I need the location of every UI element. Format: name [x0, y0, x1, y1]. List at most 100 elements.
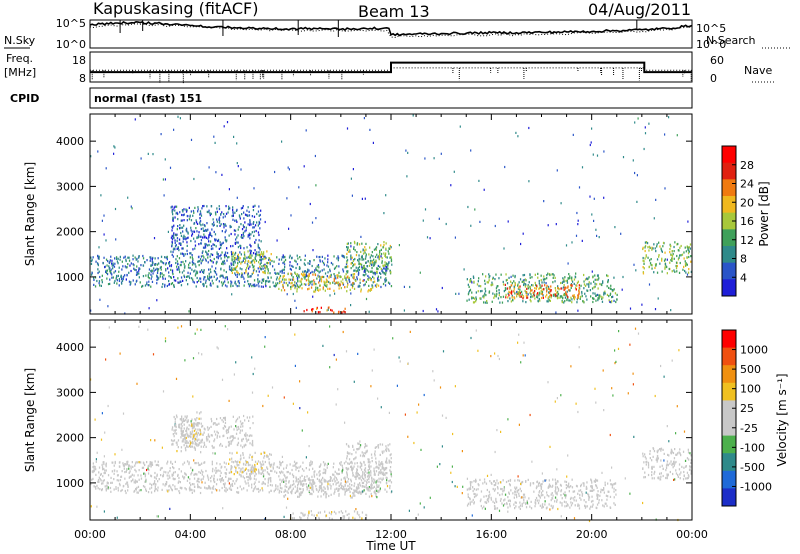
power-cell — [335, 277, 337, 280]
power-cell — [240, 262, 242, 265]
velocity-cell — [208, 486, 210, 489]
power-cell — [326, 280, 329, 283]
power-cell — [322, 288, 324, 291]
velocity-cell — [351, 468, 353, 471]
velocity-cell — [154, 488, 156, 491]
velocity-cell — [367, 461, 369, 464]
power-cell — [598, 277, 600, 280]
power-cell — [164, 256, 166, 259]
power-cell — [302, 274, 304, 277]
velocity-cell — [102, 468, 104, 471]
power-cell — [375, 246, 378, 249]
velocity-cell — [249, 469, 251, 472]
power-cell — [205, 281, 207, 284]
velocity-cell — [344, 490, 346, 493]
velocity-cell — [207, 478, 210, 481]
velocity-cell — [207, 438, 209, 441]
velocity-cell — [301, 483, 303, 486]
power-cell — [183, 274, 185, 277]
power-cell — [258, 285, 260, 288]
velocity-cell — [356, 511, 359, 514]
power-cell — [554, 287, 556, 290]
power-speck — [276, 239, 278, 242]
power-cell — [258, 251, 260, 254]
power-cell — [529, 298, 531, 302]
velocity-cell — [257, 487, 259, 490]
power-speck — [598, 236, 600, 239]
power-cell — [226, 247, 228, 250]
power-cell — [175, 244, 177, 247]
velocity-cell — [330, 513, 332, 516]
velocity-cell — [385, 459, 387, 462]
power-cell — [316, 277, 318, 280]
velocity-cell — [180, 486, 183, 490]
velocity-cell — [174, 418, 176, 421]
power-cell — [194, 274, 197, 277]
velocity-cell — [338, 468, 340, 471]
velocity-cell — [351, 466, 353, 470]
power-speck — [653, 217, 655, 220]
velocity-cell — [309, 482, 311, 485]
velocity-cell — [299, 476, 301, 479]
power-cell — [283, 289, 286, 292]
power-cell — [118, 270, 120, 273]
power-cell — [200, 214, 203, 217]
power-cell — [541, 292, 543, 296]
power-cell — [363, 258, 365, 261]
power-cell — [181, 213, 183, 217]
velocity-cell — [379, 443, 381, 446]
power-cell — [156, 271, 159, 274]
power-cell — [377, 243, 379, 246]
power-cell — [254, 284, 256, 288]
velocity-cell — [348, 516, 350, 519]
power-cell — [240, 275, 242, 279]
velocity-cell — [278, 491, 280, 494]
power-cell — [259, 227, 261, 230]
velocity-cell — [348, 462, 350, 465]
velocity-cell — [224, 418, 226, 421]
power-cell — [243, 235, 245, 238]
power-speck — [108, 261, 110, 264]
power-cell — [212, 224, 215, 227]
power-cell — [109, 270, 111, 273]
velocity-cell — [170, 460, 172, 463]
power-cell — [197, 206, 199, 209]
power-cell — [309, 262, 311, 265]
velocity-cell — [193, 437, 195, 440]
power-cell — [365, 261, 367, 264]
velocity-cell — [157, 480, 159, 483]
power-cell — [679, 261, 681, 265]
velocity-cell — [285, 482, 287, 485]
power-cell — [539, 299, 541, 302]
velocity-cell — [242, 452, 244, 455]
power-speck — [115, 238, 117, 241]
velocity-cell — [341, 471, 343, 474]
velocity-cell — [196, 442, 198, 445]
velocity-cell — [385, 476, 387, 479]
velocity-cell — [343, 517, 345, 520]
velocity-cell — [497, 492, 499, 495]
power-cell — [372, 281, 374, 284]
velocity-cell — [211, 491, 213, 494]
velocity-cell — [388, 480, 390, 483]
power-cell — [320, 280, 323, 283]
power-cell — [519, 278, 522, 281]
power-cell — [390, 258, 393, 261]
power-cell — [375, 270, 378, 273]
power-cell — [542, 294, 544, 297]
power-cell — [241, 206, 244, 209]
velocity-cell — [390, 475, 393, 478]
velocity-cell — [373, 478, 375, 481]
velocity-cell — [188, 461, 190, 464]
power-cell — [687, 271, 690, 274]
power-speck — [622, 156, 625, 159]
velocity-cell — [117, 486, 119, 490]
power-cell — [170, 282, 173, 286]
power-speck — [298, 186, 300, 189]
power-cell — [564, 286, 566, 289]
velocity-cell — [283, 467, 285, 470]
power-cell — [176, 255, 178, 258]
power-cell — [90, 259, 93, 262]
power-cell — [303, 310, 305, 313]
